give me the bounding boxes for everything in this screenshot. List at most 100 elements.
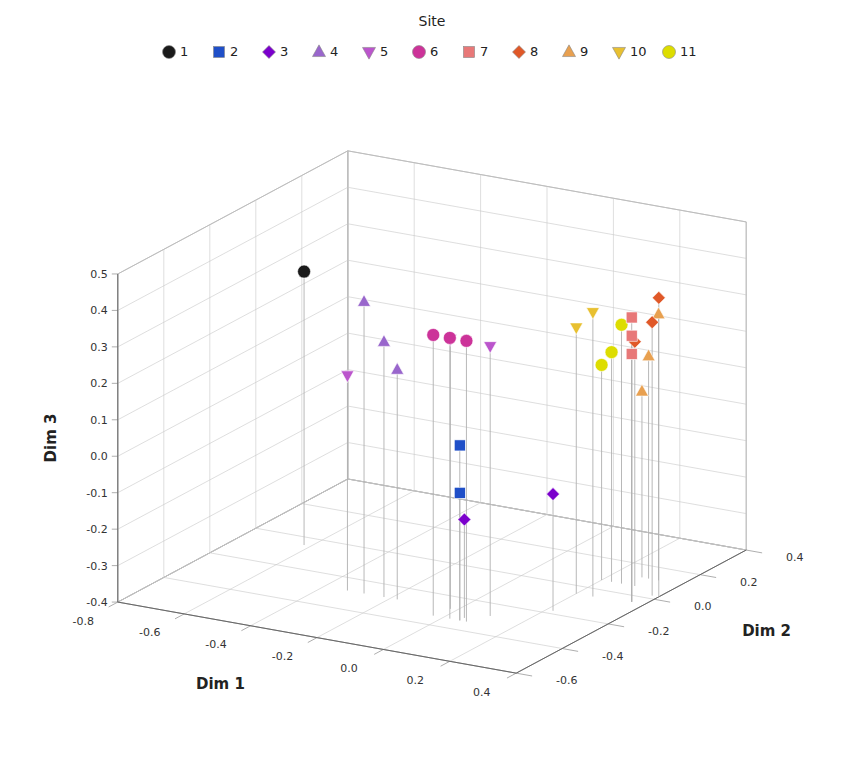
side-pane [118,151,348,602]
point [547,488,560,501]
legend-label: 3 [280,44,288,59]
y-axis-line [516,550,746,673]
stem [383,342,384,597]
legend-marker [663,46,676,59]
stem [631,336,632,602]
tick [112,456,118,457]
legend-label: 5 [380,44,388,59]
z-axis-line [117,274,118,602]
tick [112,346,118,347]
tick [175,614,184,619]
z-axis-label: Dim 3 [42,414,60,463]
point [484,342,497,354]
tick-label: -0.4 [86,596,107,609]
grid-line [302,504,700,575]
point [595,358,608,371]
x-axis-label: Dim 1 [196,675,245,693]
legend-marker [263,46,276,59]
tick [516,673,532,676]
point [458,513,471,526]
x-axis-line [118,602,516,673]
stem [490,346,491,616]
point [626,312,637,323]
grid [118,151,746,673]
tick [241,626,250,631]
grid-line [348,333,746,404]
grid-line [348,479,746,550]
stem [648,356,649,578]
chart: -0.8-0.6-0.4-0.20.00.20.4-0.6-0.4-0.20.0… [0,0,864,768]
grid-line [255,200,256,528]
point [427,328,440,341]
tick-label: 0.1 [90,414,108,427]
tick-label: 0.3 [90,341,108,354]
stem [364,302,365,594]
grid-line [251,503,481,626]
tick-label: 0.0 [340,662,358,675]
grid-line [414,163,415,491]
stem [466,341,467,622]
tick [374,649,383,654]
point [454,440,465,451]
grid-line [210,553,608,624]
grid-line [209,225,210,553]
tick-label: -0.2 [86,523,107,536]
grid-line [679,210,680,538]
point [443,331,456,344]
tick [112,310,118,311]
tick-label: -0.4 [602,650,623,663]
stem [459,445,460,620]
legend-label: 10 [630,44,647,59]
stem [304,272,305,545]
points [298,265,666,526]
stem [611,352,612,582]
legend-marker [613,47,626,59]
legend-marker [563,45,576,57]
legend-marker [363,47,376,59]
stem [631,317,632,601]
point [460,334,473,347]
tick [112,492,118,493]
point [341,371,354,383]
point [377,335,390,347]
y-axis-label: Dim 2 [742,622,791,640]
point [652,291,665,304]
grid-line [516,550,746,673]
grid-line [118,260,348,383]
legend-label: 6 [430,44,438,59]
stem [634,342,635,586]
stem [601,365,602,580]
legend-label: 7 [480,44,488,59]
point [646,316,659,329]
grid-line [118,406,348,529]
tick-label: 0.4 [90,304,108,317]
stems [304,272,659,622]
stem [347,375,348,590]
grid-line [480,175,481,503]
grid-line [184,491,414,614]
grid-line [348,370,746,441]
legend-label: 1 [180,44,188,59]
tick [112,529,118,530]
plot-area [298,265,666,621]
grid-line [301,175,302,503]
tick [746,550,762,553]
tick [700,575,716,578]
point [626,330,637,341]
tick [112,383,118,384]
point [298,265,311,278]
stem [658,298,659,597]
point [586,308,599,320]
panes [118,151,746,673]
point [570,323,583,335]
tick-label: 0.4 [473,686,491,699]
stem [449,338,450,619]
grid-line [118,151,348,274]
tick [654,599,670,602]
legend-marker [163,46,176,59]
grid-line [348,479,746,550]
axes [118,274,746,673]
grid-line [383,526,613,649]
point [454,487,465,498]
point [635,384,648,396]
